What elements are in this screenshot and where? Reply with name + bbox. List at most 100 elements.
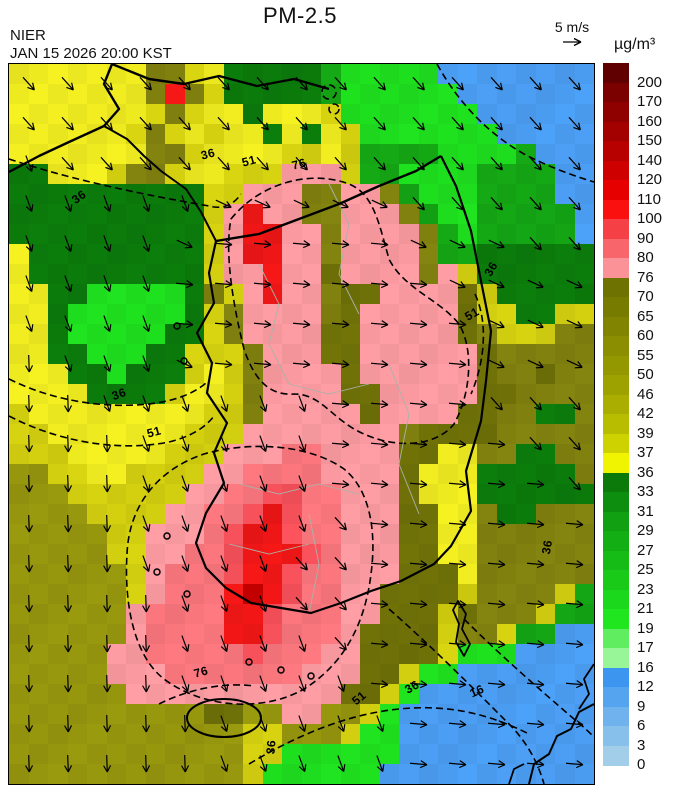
grid-cell: [340, 444, 361, 465]
wind-arrow-icon: [258, 595, 267, 612]
grid-cell: [516, 244, 537, 265]
wind-arrow-icon: [102, 355, 111, 372]
wind-arrow-icon: [178, 116, 191, 131]
grid-cell: [379, 424, 400, 445]
grid-cell: [301, 524, 322, 545]
grid-cell: [67, 724, 88, 745]
wind-arrow-icon: [295, 596, 308, 611]
grid-cell: [321, 704, 342, 725]
grid-cell: [48, 644, 69, 665]
wind-arrow-icon: [336, 755, 345, 772]
grid-cell: [67, 704, 88, 725]
grid-cell: [9, 444, 30, 465]
wind-arrow-icon: [409, 720, 427, 729]
grid-cell: [574, 104, 594, 125]
grid-cell: [321, 344, 342, 365]
grid-cell: [555, 444, 576, 465]
grid-cell: [126, 264, 147, 285]
colorbar-tick-label: 25: [637, 561, 654, 578]
grid-cell: [457, 764, 478, 784]
grid-cell: [243, 464, 264, 485]
colorbar-tick-label: 12: [637, 678, 654, 695]
wind-arrow-icon: [529, 196, 542, 211]
wind-arrow-icon: [375, 755, 384, 772]
grid-cell: [535, 764, 556, 784]
grid-cell: [360, 124, 381, 145]
grid-cell: [535, 224, 556, 245]
wind-arrow-icon: [295, 156, 308, 171]
grid-cell: [574, 524, 594, 545]
unit-label: µg/m³: [614, 36, 656, 53]
grid-cell: [418, 284, 439, 305]
grid-cell: [262, 724, 283, 745]
grid-cell: [399, 364, 420, 385]
wind-arrow-icon: [488, 279, 505, 289]
colorbar-band: [603, 277, 629, 298]
grid-cell: [165, 244, 186, 265]
grid-cell: [379, 344, 400, 365]
grid-cell: [516, 284, 537, 305]
colorbar-band: [603, 180, 629, 200]
grid-cell: [165, 724, 186, 745]
grid-cell: [87, 504, 108, 525]
grid-cell: [477, 684, 498, 705]
grid-cell: [457, 724, 478, 745]
grid-cell: [457, 524, 478, 545]
grid-cell: [223, 324, 244, 345]
wind-arrow-icon: [448, 440, 466, 449]
grid-cell: [379, 64, 400, 85]
grid-cell: [145, 524, 166, 545]
grid-cell: [360, 424, 381, 445]
wind-arrow-icon: [331, 480, 349, 489]
grid-cell: [457, 424, 478, 445]
wind-arrow-icon: [568, 396, 581, 411]
colorbar-tick-label: 29: [637, 522, 654, 539]
grid-cell: [496, 744, 517, 765]
grid-cell: [87, 84, 108, 105]
grid-cell: [457, 304, 478, 325]
grid-cell: [379, 324, 400, 345]
grid-cell: [184, 184, 205, 205]
grid-cell: [184, 224, 205, 245]
grid-cell: [28, 544, 49, 565]
grid-cell: [67, 584, 88, 605]
wind-arrow-icon: [24, 594, 33, 613]
grid-cell: [340, 384, 361, 405]
grid-cell: [457, 184, 478, 205]
grid-cell: [48, 224, 69, 245]
wind-arrow-icon: [334, 516, 347, 531]
grid-cell: [106, 264, 127, 285]
wind-arrow-icon: [141, 714, 150, 733]
grid-cell: [321, 524, 342, 545]
grid-cell: [457, 244, 478, 265]
grid-cell: [379, 584, 400, 605]
grid-cell: [438, 544, 459, 565]
grid-cell: [301, 484, 322, 505]
wind-arrow-icon: [253, 360, 271, 369]
grid-cell: [418, 504, 439, 525]
wind-arrow-icon: [448, 480, 466, 489]
colorbar-tick-label: 110: [637, 190, 661, 208]
grid-cell: [145, 304, 166, 325]
grid-cell: [9, 504, 30, 525]
grid-cell: [243, 84, 264, 105]
wind-arrow-icon: [334, 116, 347, 131]
wind-arrow-icon: [141, 355, 150, 372]
wind-arrow-icon: [526, 640, 544, 649]
grid-cell: [516, 684, 537, 705]
grid-cell: [106, 364, 127, 385]
grid-cell: [282, 184, 303, 205]
grid-cell: [28, 104, 49, 125]
grid-cell: [184, 304, 205, 325]
grid-cell: [126, 324, 147, 345]
grid-cell: [555, 284, 576, 305]
grid-cell: [379, 244, 400, 265]
wind-arrow-icon: [292, 320, 310, 329]
grid-cell: [87, 644, 108, 665]
grid-cell: [48, 564, 69, 585]
grid-cell: [87, 304, 108, 325]
wind-arrow-icon: [63, 235, 72, 252]
grid-cell: [48, 324, 69, 345]
grid-cell: [106, 504, 127, 525]
grid-cell: [223, 524, 244, 545]
